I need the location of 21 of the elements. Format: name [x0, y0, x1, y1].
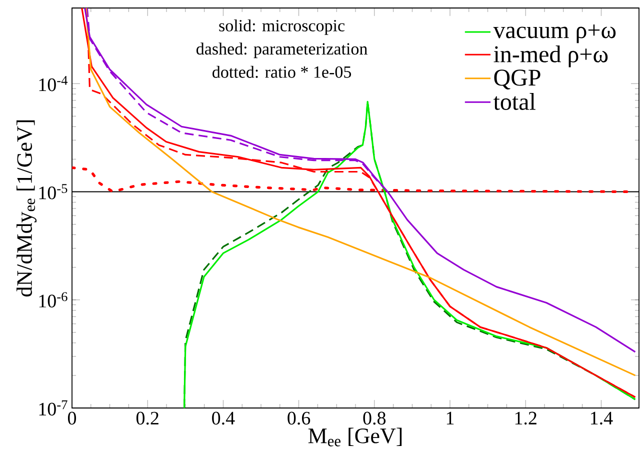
y-tick-label: 10$^{-5}$: [39, 184, 68, 200]
legend-label: QGP: [494, 70, 540, 90]
x-tick-label: 0.2: [136, 412, 158, 425]
legend-label: in-med ρ+ω: [494, 46, 608, 68]
annotation: solid: microscopic: [219, 19, 345, 35]
x-tick-label: 0.4: [212, 412, 235, 425]
legend-label: vacuum ρ+ω: [493, 24, 616, 44]
annotation: dashed: parameterization: [196, 42, 368, 58]
x-tick-label: 0.8: [363, 412, 386, 425]
y-tick-label: 10$^{-7}$: [39, 400, 68, 416]
y-tick-label: 10$^{-4}$: [39, 76, 68, 92]
x-tick-label: 0.6: [288, 412, 310, 425]
x-tick-label: 1.4: [590, 412, 613, 425]
legend-label: total: [493, 93, 536, 110]
x-tick-label: 0: [68, 412, 76, 425]
x-tick-label: 1.2: [515, 412, 536, 425]
y-axis-title: dN/dMdy$_{ee}$ [1/GeV]: [16, 120, 37, 296]
x-axis-title: M$_{ee}$ [GeV]: [308, 428, 402, 446]
annotation: dotted: ratio * 1e-05: [212, 66, 352, 78]
y-tick-label: 10$^{-6}$: [39, 292, 68, 308]
x-tick-label: 1: [446, 412, 454, 424]
